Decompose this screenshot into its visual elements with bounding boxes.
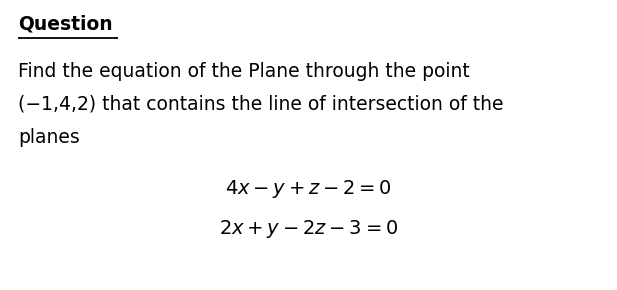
Text: Question: Question: [18, 15, 113, 34]
Text: $4x - y + z - 2 = 0$: $4x - y + z - 2 = 0$: [225, 178, 392, 200]
Text: Find the equation of the Plane through the point: Find the equation of the Plane through t…: [18, 62, 470, 81]
Text: (−1,4,2) that contains the line of intersection of the: (−1,4,2) that contains the line of inter…: [18, 95, 503, 114]
Text: planes: planes: [18, 128, 80, 147]
Text: $2x + y - 2z - 3 = 0$: $2x + y - 2z - 3 = 0$: [219, 218, 398, 240]
